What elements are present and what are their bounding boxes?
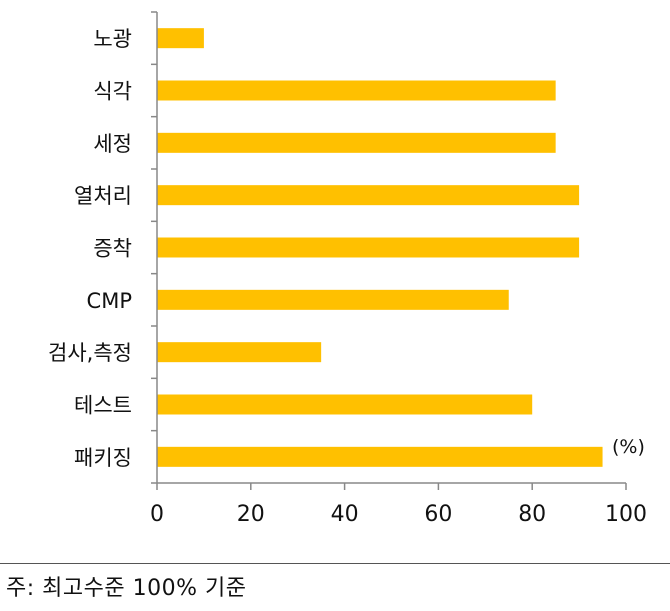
bar	[157, 394, 533, 415]
bar	[157, 289, 509, 310]
category-label: 테스트	[74, 394, 132, 418]
category-label: 식각	[93, 80, 132, 104]
x-tick-label: 80	[518, 502, 546, 527]
bar	[157, 342, 322, 363]
bar-group	[157, 28, 603, 467]
x-tick-label: 40	[331, 502, 359, 527]
unit-label: (%)	[612, 436, 645, 458]
bar	[157, 237, 580, 258]
footnote: 주: 최고수준 100% 기준	[6, 576, 247, 601]
bar	[157, 28, 204, 49]
bar	[157, 185, 580, 206]
category-label: 세정	[93, 132, 132, 156]
bar	[157, 446, 603, 467]
category-label: 증착	[93, 237, 132, 261]
category-label: CMP	[87, 289, 132, 313]
x-tick-label: 0	[150, 502, 164, 527]
bar	[157, 80, 556, 101]
category-label: 노광	[93, 27, 132, 51]
x-tick-label: 60	[424, 502, 452, 527]
category-label: 검사,측정	[48, 341, 132, 365]
bar	[157, 132, 556, 153]
footnote-divider	[0, 563, 670, 564]
x-tick-label: 100	[605, 502, 647, 527]
category-label: 열처리	[74, 184, 132, 208]
category-label: 패키징	[74, 446, 132, 470]
x-axis-ticks: 0 20 40 60 80 100	[150, 11, 647, 527]
x-tick-label: 20	[237, 502, 265, 527]
